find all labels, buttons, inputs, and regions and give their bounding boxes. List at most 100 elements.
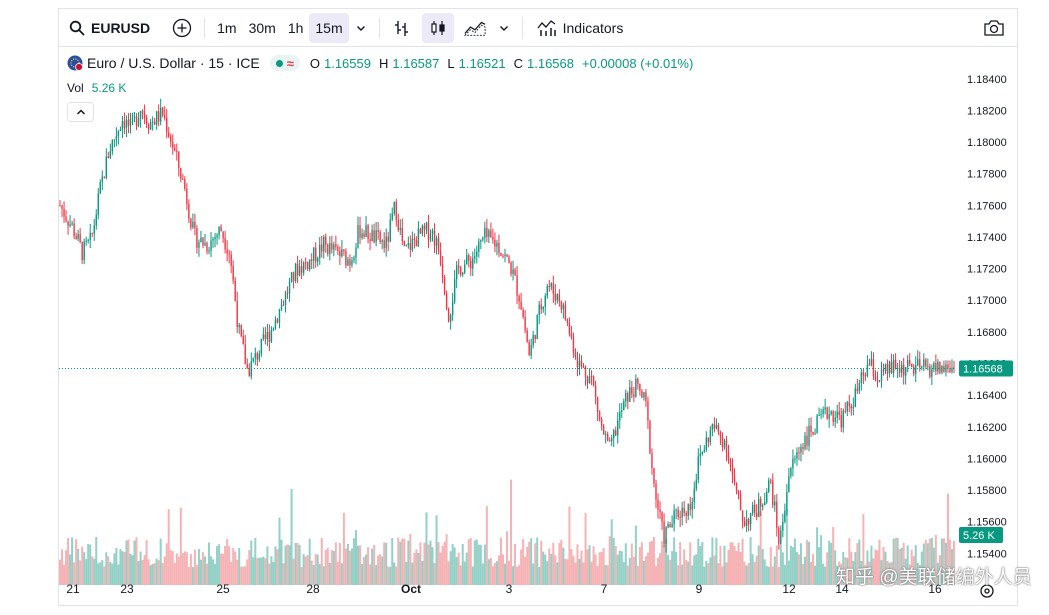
volume-bar <box>145 540 148 585</box>
volume-bar <box>95 536 98 585</box>
candle-body <box>127 119 130 126</box>
volume-bar <box>900 547 903 585</box>
volume-bar <box>640 542 643 585</box>
symbol-search[interactable]: EURUSD <box>59 13 158 43</box>
candle-body <box>246 364 248 369</box>
volume-bar <box>735 550 738 585</box>
candle-body <box>806 435 808 446</box>
candle-body <box>764 502 766 506</box>
price-chart[interactable]: 1.18400 1.18200 1.18000 1.17800 1.17600 1.174… <box>59 47 1017 605</box>
price-tick-label: 1.18400 <box>967 74 1007 86</box>
watermark-text: 知乎 @美联储编外人员 <box>836 567 1032 588</box>
candle-body <box>433 230 436 246</box>
candle-body <box>512 269 514 274</box>
volume-bar <box>918 564 921 585</box>
instrument-title[interactable]: Euro / U.S. Dollar · 15 · ICE <box>87 55 260 71</box>
volume-bar <box>175 553 178 585</box>
candle-body <box>788 475 790 493</box>
candle-body <box>917 359 919 366</box>
candle-body <box>194 221 196 229</box>
time-tick-label: 3 <box>506 582 513 596</box>
candle-body <box>339 250 341 257</box>
volume-bar <box>481 563 484 585</box>
volume-bar <box>453 547 456 585</box>
candle-body <box>951 367 953 372</box>
candle-body <box>637 378 639 384</box>
volume-bar <box>854 552 857 585</box>
candle-body <box>848 402 850 406</box>
candle-body <box>528 342 530 356</box>
volume-bar <box>197 549 200 585</box>
volume-bar <box>632 556 635 585</box>
volume-bar <box>155 558 158 585</box>
volume-bar <box>777 566 780 585</box>
candle-body <box>387 236 389 242</box>
timeframe-30m[interactable]: 30m <box>248 19 276 36</box>
candle-body <box>347 259 349 266</box>
indicators-icon <box>537 19 556 36</box>
volume-bar <box>751 554 754 585</box>
time-tick-label: 16 <box>928 582 942 596</box>
candle-body <box>355 247 357 258</box>
timeframe-1m[interactable]: 1m <box>217 19 237 36</box>
volume-bar <box>127 539 130 585</box>
volume-bar <box>528 541 531 585</box>
candle-body <box>526 330 528 343</box>
candle-body <box>242 336 244 345</box>
volume-bar <box>534 543 537 585</box>
volume-bar <box>622 562 625 585</box>
volume-bar <box>818 547 821 585</box>
candle-body <box>208 250 210 252</box>
candle-body <box>548 286 550 288</box>
candle-body <box>125 119 128 128</box>
candle-body <box>534 334 536 339</box>
area-chart-type-button[interactable] <box>458 13 492 43</box>
volume-bar <box>868 561 871 585</box>
screenshot-button[interactable] <box>977 13 1011 43</box>
volume-bar <box>73 562 76 585</box>
volume-bar <box>294 543 297 585</box>
volume-bar <box>387 566 390 585</box>
volume-bar <box>920 551 923 585</box>
candle-body <box>739 494 742 511</box>
candle-body <box>461 272 464 275</box>
volume-bar <box>701 542 704 585</box>
timeframe-1h[interactable]: 1h <box>287 19 304 36</box>
volume-bar <box>220 553 223 585</box>
volume-bar <box>397 537 400 585</box>
volume-bar <box>677 565 680 585</box>
candle-body <box>913 366 915 374</box>
collapse-legend-button[interactable] <box>67 102 94 122</box>
candles-chart-type-button[interactable] <box>421 12 454 43</box>
candle-body <box>399 227 401 230</box>
indicators-label: Indicators <box>562 19 624 36</box>
volume-bar <box>324 549 327 585</box>
volume-bar <box>727 549 730 585</box>
candle-body <box>258 353 261 360</box>
volume-bar <box>246 559 249 585</box>
candle-body <box>800 447 802 453</box>
volume-bar <box>79 560 82 585</box>
compare-symbol-button[interactable] <box>166 13 198 43</box>
volume-bar <box>207 542 211 585</box>
volume-bar <box>141 560 144 585</box>
price-tick-label: 1.16800 <box>967 327 1007 339</box>
volume-bar <box>226 539 229 585</box>
chart-type-dropdown[interactable] <box>492 13 516 43</box>
market-status-badge[interactable]: ≈ <box>269 55 300 71</box>
candle-body <box>296 263 299 276</box>
volume-bar <box>260 557 263 585</box>
volume-bar <box>97 563 100 585</box>
timeframe-15m[interactable]: 15m <box>309 12 349 43</box>
candle-body <box>524 317 526 331</box>
volume-bar <box>753 561 756 585</box>
bar-replay-button[interactable] <box>386 13 418 43</box>
candle-body <box>302 262 305 273</box>
candle-body <box>335 244 337 247</box>
volume-label[interactable]: Vol <box>67 81 84 95</box>
chart-settings-button[interactable] <box>980 584 994 598</box>
candle-body <box>415 240 418 247</box>
candle-body <box>645 392 647 402</box>
indicators-button[interactable]: Indicators <box>529 13 632 43</box>
timeframe-dropdown[interactable] <box>349 13 373 43</box>
